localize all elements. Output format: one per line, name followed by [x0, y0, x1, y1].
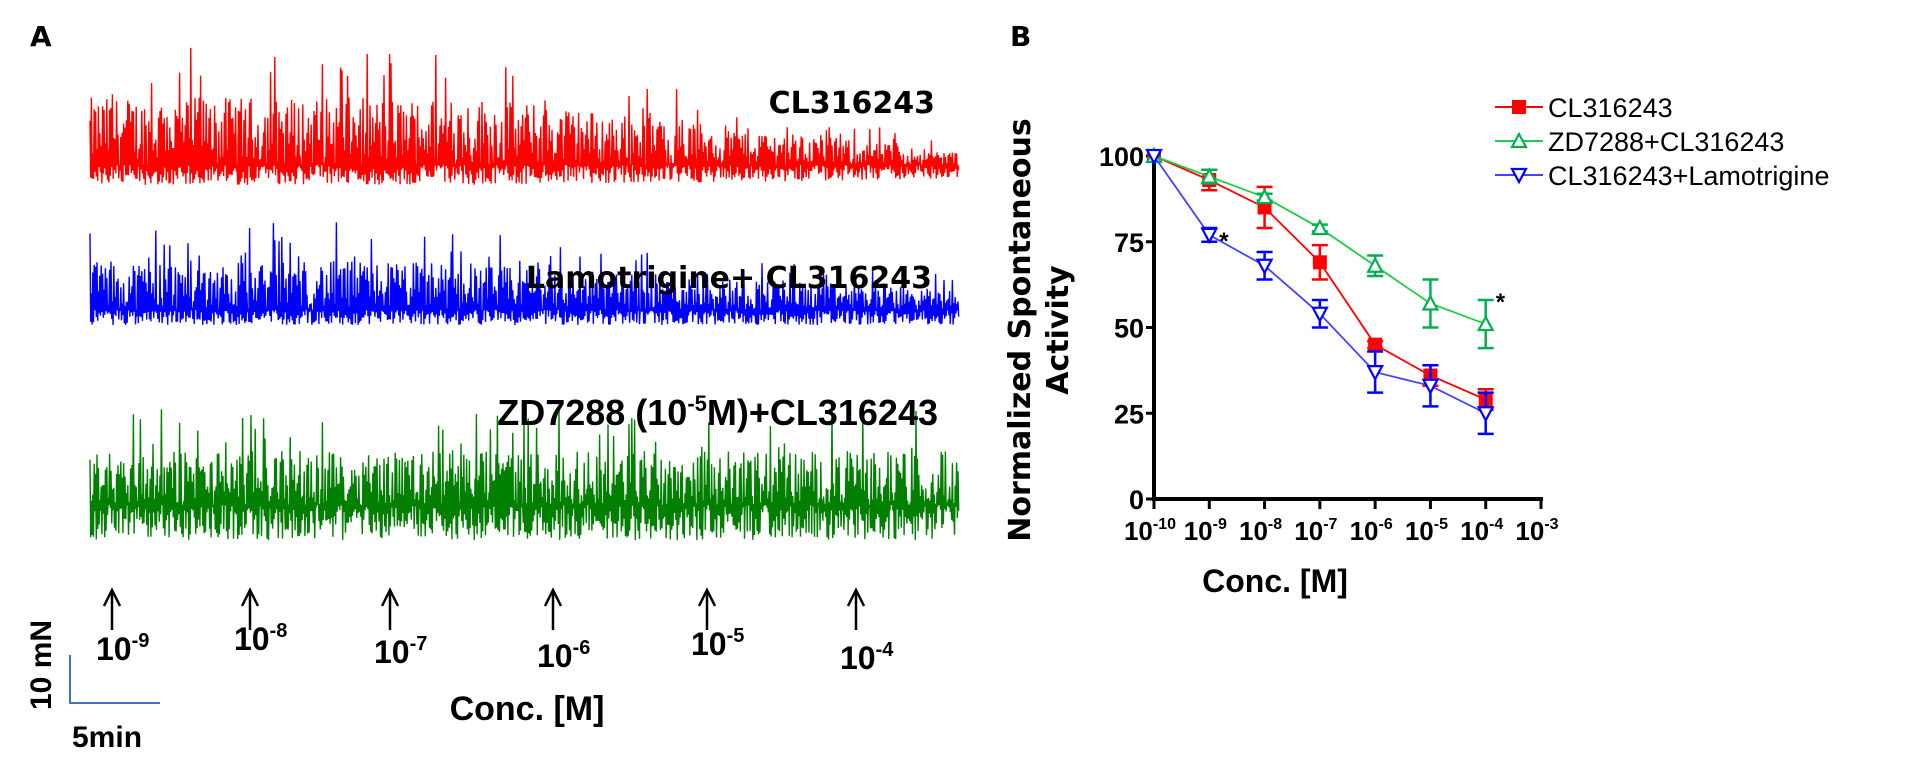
data-point [1145, 148, 1163, 166]
x-axis-label: Conc. [M] [1202, 563, 1348, 599]
data-point [1366, 364, 1384, 382]
trace-cl316243 [89, 47, 960, 185]
trace-zd7288-cl316243 [89, 409, 960, 541]
data-point [1311, 306, 1329, 324]
panel-a: A CL316243 Lamotrigine+ CL316243 ZD7288 … [25, 20, 960, 754]
data-point [1255, 258, 1274, 276]
arrow-head [543, 587, 563, 607]
x-tick-label: 10-7 [1294, 516, 1337, 546]
y-tick-label: 0 [1129, 485, 1144, 515]
x-tick-label: 10-6 [1350, 516, 1393, 546]
arrow-marker: 10-5 [691, 587, 744, 662]
arrow-head [846, 587, 866, 607]
arrow-concentration-label: 10-5 [691, 625, 744, 662]
arrow-concentration-label: 10-6 [537, 637, 590, 674]
y-axis-label-line2: Activity [1041, 265, 1076, 395]
x-tick-label: 10-5 [1405, 516, 1448, 546]
arrow-head [697, 587, 717, 607]
legend-label: CL316243 [1548, 93, 1673, 123]
panel-b-letter: B [1010, 20, 1031, 53]
arrow-concentration-label: 10-7 [374, 633, 427, 670]
data-point [1255, 187, 1274, 205]
y-axis-label-line1: Normalized Spontaneous [1003, 118, 1038, 541]
legend-marker [1510, 167, 1528, 185]
data-point [1421, 294, 1440, 311]
force-traces [89, 47, 960, 541]
data-point [1200, 227, 1219, 245]
x-tick-label: 10-10 [1124, 516, 1176, 546]
trace-lamotrigine-cl316243 [89, 222, 960, 326]
arrow-head [380, 587, 400, 607]
legend-label: ZD7288+CL316243 [1548, 127, 1784, 157]
x-tick-label: 10-9 [1184, 516, 1227, 546]
dose-response-chart: 0 25 50 75 100 10-10 10-9 10-8 10-7 10-6 10-5 10-4 1… [1003, 93, 1829, 599]
scale-bar: 10 mN 5min [25, 620, 160, 754]
x-tick-label: 10-4 [1460, 516, 1503, 546]
legend-item-cl316243-lamotrigine: CL316243+Lamotrigine [1495, 161, 1829, 191]
data-point [1368, 337, 1383, 352]
concentration-arrows: 10-9 10-8 10-7 10-6 10-5 10-4 [96, 587, 894, 676]
arrow-concentration-label: 10-4 [840, 639, 894, 676]
series-cl316243-lamotrigine [1145, 148, 1495, 436]
trace-label-zd7288: ZD7288 (10-5M)+CL316243 [497, 391, 938, 433]
data-point [1421, 378, 1440, 396]
y-tick-label: 50 [1114, 314, 1144, 344]
series-zd7288-cl316243 [1145, 146, 1495, 350]
legend-item-zd7288-cl316243: ZD7288+CL316243 [1495, 127, 1784, 157]
y-tick-label: 75 [1114, 228, 1144, 258]
series-cl316243 [1147, 149, 1494, 412]
arrow-marker: 10-6 [537, 587, 590, 674]
legend: CL316243 ZD7288+CL316243 CL316243+Lamotrig… [1495, 93, 1829, 191]
trace-label-lamotrigine: Lamotrigine+ CL316243 [526, 261, 932, 296]
panel-a-letter: A [30, 20, 52, 53]
data-point [1311, 218, 1329, 236]
panel-b: B 0 25 50 75 100 10-10 10-9 10-8 10-7 10-6 10-5 10-… [1003, 20, 1829, 599]
arrow-marker: 10-8 [234, 587, 287, 657]
arrow-marker: 10-7 [374, 587, 427, 670]
arrow-concentration-label: 10-9 [96, 630, 149, 667]
x-tick-label: 10-8 [1239, 516, 1282, 546]
arrow-concentration-label: 10-8 [234, 620, 287, 657]
x-tick-label: 10-3 [1515, 516, 1558, 546]
significance-asterisk: * [1496, 289, 1506, 316]
legend-marker [1510, 131, 1528, 149]
arrow-marker: 10-9 [96, 587, 149, 667]
scale-bar-lines [69, 655, 160, 704]
panel-a-x-axis-label: Conc. [M] [450, 690, 605, 728]
legend-label: CL316243+Lamotrigine [1548, 161, 1829, 191]
legend-item-cl316243: CL316243 [1495, 93, 1673, 123]
arrow-marker: 10-4 [840, 587, 894, 676]
legend-marker [1512, 100, 1526, 114]
data-point [1476, 406, 1495, 423]
data-point [1366, 256, 1384, 273]
arrow-head [102, 587, 122, 607]
significance-asterisk: * [1219, 228, 1229, 255]
scale-bar-vertical-label: 10 mN [25, 620, 58, 710]
y-tick-label: 100 [1099, 142, 1144, 172]
trace-label-cl316243: CL316243 [769, 86, 935, 121]
arrow-head [240, 587, 260, 607]
y-tick-label: 25 [1114, 399, 1144, 429]
data-point [1200, 167, 1219, 184]
data-point [1312, 255, 1327, 270]
data-point [1476, 314, 1495, 332]
scale-bar-horizontal-label: 5min [72, 721, 142, 754]
